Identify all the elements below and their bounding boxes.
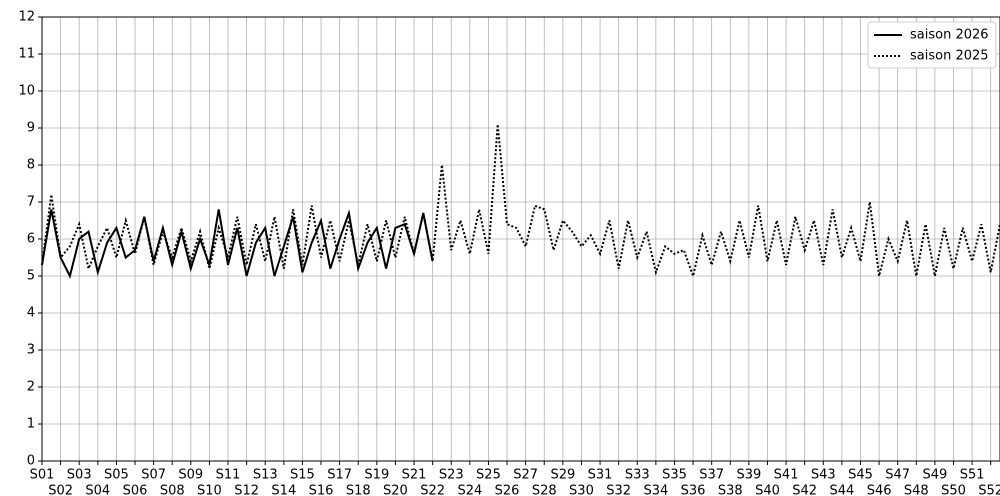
- y-tick-label: 12: [18, 10, 35, 25]
- x-tick-label: S47: [885, 468, 910, 483]
- x-tick-label: S19: [364, 468, 389, 483]
- x-tick-label: S17: [327, 468, 352, 483]
- x-tick-label: S11: [216, 468, 241, 483]
- y-tick-label: 8: [27, 158, 35, 173]
- x-tick-label: S27: [513, 468, 538, 483]
- x-tick-label: S46: [867, 484, 892, 496]
- x-tick-label: S04: [85, 484, 110, 496]
- x-tick-label: S03: [67, 468, 92, 483]
- x-tick-label: S43: [811, 468, 836, 483]
- x-tick-label: S33: [625, 468, 650, 483]
- x-tick-label: S22: [420, 484, 445, 496]
- x-tick-label: S26: [495, 484, 520, 496]
- x-tick-label: S49: [922, 468, 947, 483]
- x-tick-label: S50: [941, 484, 966, 496]
- x-tick-label: S09: [178, 468, 203, 483]
- y-tick-label: 9: [27, 121, 35, 136]
- legend-label: saison 2025: [910, 49, 989, 64]
- y-tick-label: 10: [18, 84, 35, 99]
- x-tick-label: S38: [718, 484, 743, 496]
- y-tick-label: 4: [27, 306, 35, 321]
- x-tick-label: S28: [532, 484, 557, 496]
- x-tick-label: S37: [699, 468, 724, 483]
- y-tick-label: 0: [27, 454, 35, 469]
- x-tick-label: S29: [550, 468, 575, 483]
- x-tick-label: S06: [123, 484, 148, 496]
- y-tick-label: 5: [27, 269, 35, 284]
- y-tick-label: 7: [27, 195, 35, 210]
- y-tick-label: 1: [27, 417, 35, 432]
- y-tick-label: 3: [27, 343, 35, 358]
- y-tick-label: 6: [27, 232, 35, 247]
- x-tick-label: S08: [160, 484, 185, 496]
- x-tick-label: S13: [253, 468, 278, 483]
- y-tick-label: 11: [18, 47, 35, 62]
- x-tick-label: S23: [439, 468, 464, 483]
- x-tick-label: S14: [271, 484, 296, 496]
- x-tick-label: S36: [681, 484, 706, 496]
- x-tick-label: S31: [588, 468, 613, 483]
- x-tick-label: S39: [736, 468, 761, 483]
- x-tick-label: S01: [30, 468, 55, 483]
- x-tick-label: S44: [829, 484, 854, 496]
- x-tick-label: S15: [290, 468, 315, 483]
- x-tick-label: S35: [662, 468, 687, 483]
- x-tick-label: S02: [48, 484, 73, 496]
- x-tick-label: S20: [383, 484, 408, 496]
- series-line: [41, 124, 1000, 280]
- x-tick-label: S05: [104, 468, 129, 483]
- x-tick-label: S25: [476, 468, 501, 483]
- x-tick-label: S48: [904, 484, 929, 496]
- x-tick-label: S10: [197, 484, 222, 496]
- x-tick-label: S52: [978, 484, 1000, 496]
- y-tick-label: 2: [27, 380, 35, 395]
- x-tick-label: S41: [774, 468, 799, 483]
- plot-frame: [41, 16, 1000, 462]
- x-tick-label: S24: [457, 484, 482, 496]
- x-tick-label: S32: [606, 484, 631, 496]
- x-tick-label: S34: [643, 484, 668, 496]
- x-tick-label: S42: [792, 484, 817, 496]
- series-line: [41, 209, 434, 279]
- x-tick-label: S12: [234, 484, 259, 496]
- x-tick-label: S07: [141, 468, 166, 483]
- x-tick-label: S30: [569, 484, 594, 496]
- x-tick-label: S51: [960, 468, 985, 483]
- x-tick-label: S18: [346, 484, 371, 496]
- x-tick-label: S21: [402, 468, 427, 483]
- legend-label: saison 2026: [910, 28, 989, 43]
- x-tick-label: S40: [755, 484, 780, 496]
- x-tick-label: S45: [848, 468, 873, 483]
- x-tick-label: S16: [309, 484, 334, 496]
